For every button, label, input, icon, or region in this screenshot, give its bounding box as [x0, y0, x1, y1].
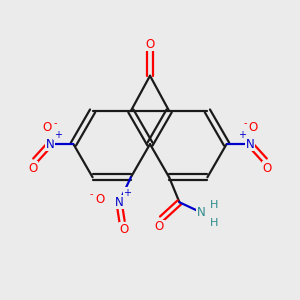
- Text: O: O: [155, 220, 164, 233]
- Text: O: O: [262, 162, 272, 175]
- Text: N: N: [197, 206, 206, 219]
- Text: +: +: [54, 130, 62, 140]
- Text: +: +: [238, 130, 246, 140]
- Text: H: H: [210, 200, 218, 210]
- Text: -: -: [243, 118, 247, 128]
- Text: H: H: [210, 218, 218, 228]
- Text: O: O: [42, 122, 52, 134]
- Text: +: +: [123, 188, 131, 198]
- Text: -: -: [53, 118, 57, 128]
- Text: O: O: [120, 223, 129, 236]
- Text: O: O: [146, 38, 154, 51]
- Text: O: O: [28, 162, 38, 175]
- Text: O: O: [95, 193, 105, 206]
- Text: -: -: [90, 189, 94, 199]
- Text: N: N: [246, 138, 254, 151]
- Text: N: N: [46, 138, 54, 151]
- Text: O: O: [248, 122, 258, 134]
- Text: N: N: [115, 196, 124, 209]
